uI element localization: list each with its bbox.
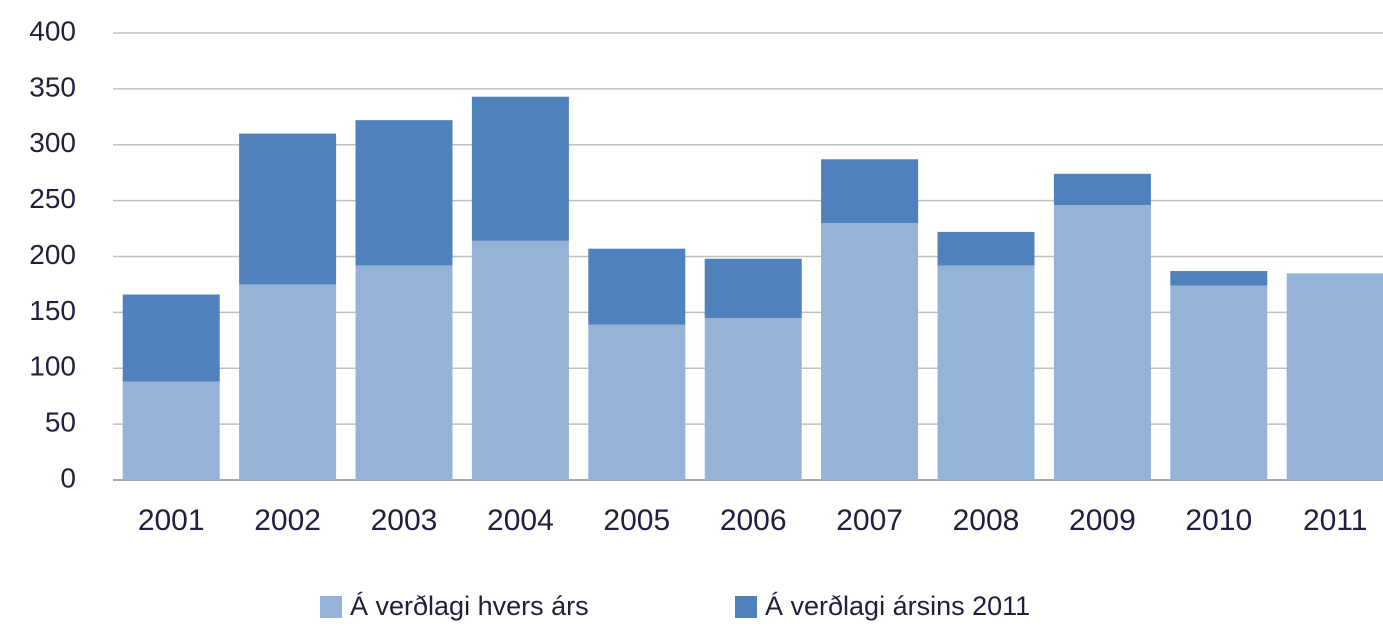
legend-swatch (735, 596, 757, 618)
y-tick-label: 50 (45, 407, 76, 438)
bar-segment (239, 284, 337, 480)
x-tick-label: 2001 (138, 504, 205, 537)
y-tick-label: 400 (29, 15, 76, 46)
bar-segment (704, 258, 802, 318)
bar-segment (937, 265, 1035, 480)
y-tick-label: 300 (29, 127, 76, 158)
legend-swatch (320, 596, 342, 618)
bar-segment (588, 248, 686, 325)
bar-segment (821, 222, 919, 480)
y-tick-label: 0 (60, 462, 76, 493)
y-tick-label: 200 (29, 239, 76, 270)
bar-segment (471, 240, 569, 480)
x-tick-label: 2002 (254, 504, 321, 537)
bar-segment (937, 231, 1035, 266)
bar-segment (355, 120, 453, 266)
x-tick-label: 2011 (1303, 504, 1368, 537)
y-tick-label: 350 (29, 71, 76, 102)
y-tick-label: 150 (29, 295, 76, 326)
bar-segment (1053, 205, 1151, 480)
bar-segment (588, 324, 686, 480)
bar-segment (1286, 273, 1383, 480)
bar-segment (1053, 173, 1151, 206)
bar-segment (704, 317, 802, 480)
bar-segment (355, 265, 453, 480)
bar-segment (122, 381, 220, 480)
bar-segment (122, 294, 220, 382)
x-tick-label: 2006 (720, 504, 787, 537)
x-tick-label: 2005 (603, 504, 670, 537)
legend-label: Á verðlagi ársins 2011 (765, 591, 1030, 621)
y-tick-label: 100 (29, 351, 76, 382)
legend-label: Á verðlagi hvers árs (350, 591, 589, 621)
x-tick-label: 2007 (836, 504, 903, 537)
bar-segment (821, 159, 919, 223)
y-tick-label: 250 (29, 183, 76, 214)
x-tick-label: 2004 (487, 504, 554, 537)
x-tick-label: 2003 (371, 504, 438, 537)
bar-segment (1170, 285, 1268, 480)
bar-segment (1170, 271, 1268, 286)
x-tick-label: 2009 (1069, 504, 1136, 537)
x-tick-label: 2010 (1185, 504, 1252, 537)
bar-segment (471, 96, 569, 241)
bar-segment (239, 133, 337, 285)
x-tick-label: 2008 (953, 504, 1020, 537)
